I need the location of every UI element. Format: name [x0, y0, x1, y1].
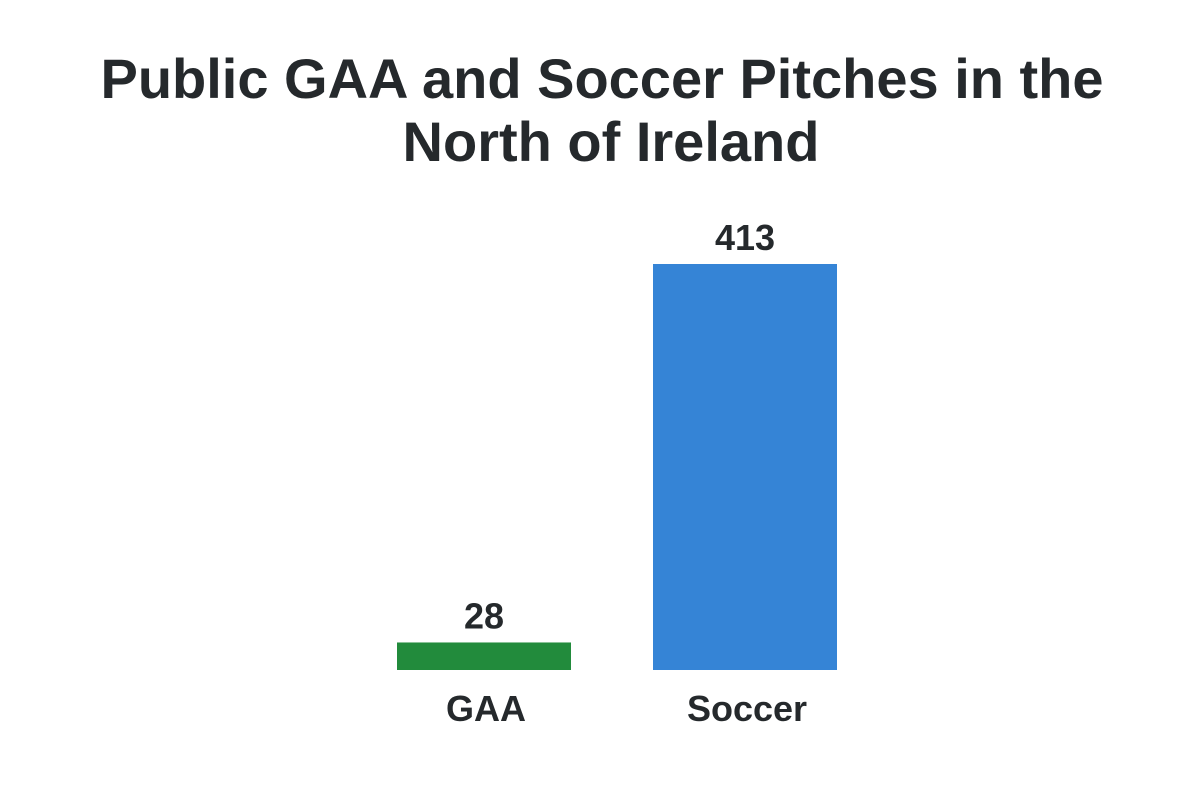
value-label-gaa: 28	[464, 595, 504, 636]
category-label-soccer: Soccer	[687, 688, 807, 729]
bar-soccer	[653, 264, 837, 670]
bars-group	[397, 264, 837, 670]
bar-gaa	[397, 642, 571, 670]
category-label-gaa: GAA	[446, 688, 526, 729]
value-labels-group: 28 413	[464, 217, 775, 636]
category-labels-group: GAA Soccer	[446, 688, 807, 729]
chart-title-line-1: Public GAA and Soccer Pitches in the	[100, 47, 1103, 110]
value-label-soccer: 413	[715, 217, 775, 258]
chart-title: Public GAA and Soccer Pitches in the Nor…	[100, 47, 1103, 173]
chart-title-line-2: North of Ireland	[403, 110, 820, 173]
